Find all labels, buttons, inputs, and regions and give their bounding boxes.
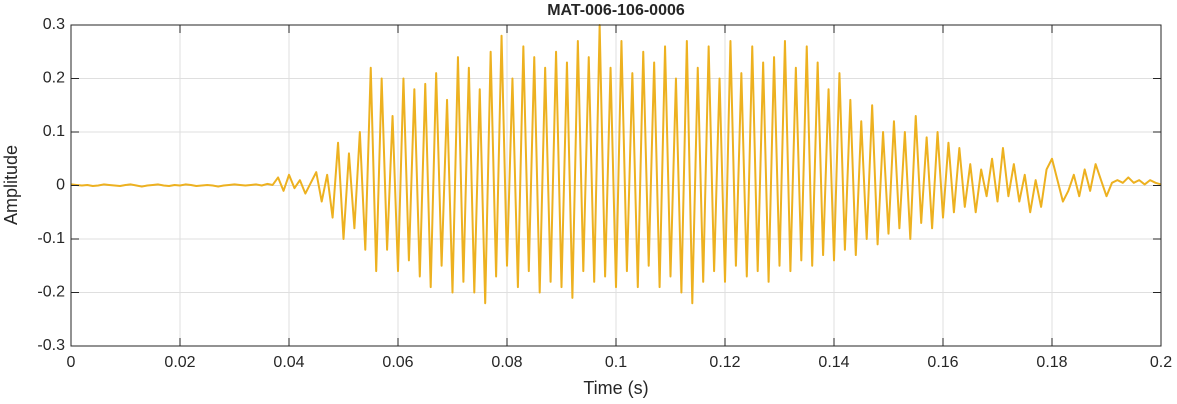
x-axis-label: Time (s) <box>583 378 648 398</box>
y-tick-label: 0.2 <box>43 70 65 87</box>
x-tick-label: 0.16 <box>927 354 958 371</box>
x-tick-label: 0.12 <box>709 354 740 371</box>
chart-title: MAT-006-106-0006 <box>547 2 685 19</box>
y-tick-label: 0.3 <box>43 16 65 33</box>
x-tick-label: 0.04 <box>273 354 304 371</box>
x-tick-label: 0.08 <box>491 354 522 371</box>
x-tick-label: 0 <box>67 354 76 371</box>
x-tick-label: 0.02 <box>164 354 195 371</box>
y-tick-label: -0.2 <box>37 284 65 301</box>
y-tick-label: -0.3 <box>37 337 65 354</box>
x-tick-label: 0.1 <box>605 354 627 371</box>
y-axis-label: Amplitude <box>1 145 21 225</box>
x-tick-label: 0.14 <box>818 354 849 371</box>
x-tick-label: 0.06 <box>382 354 413 371</box>
line <box>70 24 1162 305</box>
x-tick-label: 0.18 <box>1036 354 1067 371</box>
x-tick-label: 0.2 <box>1150 354 1172 371</box>
y-tick-label: 0.1 <box>43 123 65 140</box>
y-tick-label: 0 <box>56 177 65 194</box>
y-tick-label: -0.1 <box>37 230 65 247</box>
